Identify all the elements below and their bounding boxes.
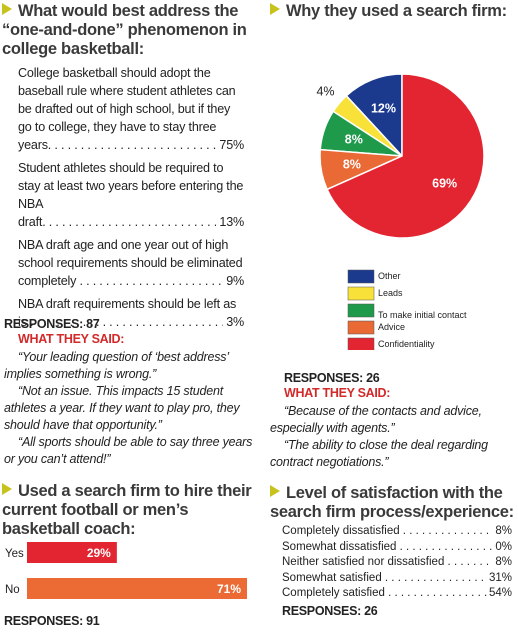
bar-label: 71% (217, 582, 241, 596)
options: College basketball should adopt the base… (4, 64, 244, 336)
quote: “The ability to close the deal regarding… (270, 438, 488, 469)
legend-swatch (347, 269, 375, 284)
category-label: Yes (5, 548, 24, 560)
option: Somewhat satisfied31% (282, 570, 512, 586)
legend-label: Leads (378, 288, 403, 298)
option-value: 13% (216, 213, 244, 231)
legend-swatch (347, 337, 375, 350)
title-text: Used a search firm to hire their current… (2, 482, 252, 538)
legend-swatch (347, 303, 375, 318)
option-value: 8% (493, 524, 512, 540)
pie-chart: 12% 4% 8% 8% 69% Other Leads To make initial co… (316, 73, 485, 350)
bar-chart: Yes 29% No 71% (5, 542, 247, 599)
option-value: 0% (493, 539, 512, 555)
option-value: 54% (486, 586, 512, 602)
responses: RESPONSES: 26 (284, 371, 380, 385)
bar (27, 578, 247, 599)
title-text: What would best address the “one-and-don… (2, 2, 247, 58)
slice-label: 69% (432, 177, 457, 191)
option-value: 8% (493, 555, 512, 571)
quotes: “Because of the contacts and advice, esp… (270, 403, 515, 471)
option: Somewhat dissatisfied0% (282, 539, 512, 555)
legend-swatch (347, 320, 375, 335)
option: Completely satisfied54% (282, 586, 512, 602)
said-heading: WHAT THEY SAID: (18, 332, 125, 346)
option-text: College basketball should adopt the base… (18, 66, 244, 152)
quote: “All sports should be able to say three … (4, 435, 253, 466)
option-text: Completely dissatisfied (282, 525, 512, 537)
option: NBA draft age and one year out of high s… (18, 236, 244, 290)
survey-title: What would best address the “one-and-don… (2, 2, 252, 59)
option-value: 75% (216, 136, 244, 154)
quote: “Your leading question of ‘best address’… (4, 350, 229, 381)
legend-label: Confidentiality (378, 339, 435, 349)
bar (27, 542, 117, 563)
responses: RESPONSES: 91 (4, 614, 100, 628)
legend-label: Other (378, 271, 401, 281)
option-text: Somewhat satisfied (282, 572, 512, 584)
slice-label: 8% (343, 158, 361, 172)
pie-slice (345, 73, 403, 158)
option: Neither satisfied nor dissatisfied8% (282, 555, 512, 571)
legend-label: To make initial contact (378, 310, 467, 320)
option-text: Student athletes should be required to s… (18, 161, 244, 229)
category-label: No (5, 584, 20, 596)
option-text: Completely satisfied (282, 587, 512, 599)
slice-label: 12% (371, 102, 396, 116)
responses: RESPONSES: 87 (4, 317, 100, 331)
bar-label: 29% (87, 546, 111, 560)
pie-title: Why they used a search firm: (270, 2, 515, 21)
quote: “Because of the contacts and advice, esp… (270, 404, 482, 435)
options: Completely dissatisfied8%Somewhat dissat… (282, 524, 512, 602)
option-text: Neither satisfied nor dissatisfied (282, 556, 512, 568)
title-text: Why they used a search firm: (286, 2, 507, 20)
pie-slice (326, 73, 485, 239)
option-text: Somewhat dissatisfied (282, 541, 512, 553)
option: Student athletes should be required to s… (18, 159, 244, 231)
option: NBA draft requirements should be left as… (18, 295, 244, 331)
slice-label: 4% (316, 85, 334, 99)
option: Completely dissatisfied8% (282, 524, 512, 540)
option-value: 3% (223, 313, 244, 331)
option: College basketball should adopt the base… (18, 64, 244, 154)
legend-swatch (347, 286, 375, 301)
survey-title: Level of satisfaction with the search fi… (270, 484, 515, 522)
quotes: “Your leading question of ‘best address’… (4, 349, 256, 468)
option-value: 31% (486, 570, 512, 586)
title-text: Level of satisfaction with the search fi… (270, 484, 514, 521)
said-heading: WHAT THEY SAID: (284, 386, 391, 400)
legend-label: Advice (378, 322, 405, 332)
option-value: 9% (223, 272, 244, 290)
quote: “Not an issue. This impacts 15 student a… (4, 384, 240, 432)
responses: RESPONSES: 26 (282, 604, 378, 618)
slice-label: 8% (345, 133, 363, 147)
option-text: NBA draft age and one year out of high s… (18, 238, 244, 288)
bar-title: Used a search firm to hire their current… (2, 482, 258, 539)
